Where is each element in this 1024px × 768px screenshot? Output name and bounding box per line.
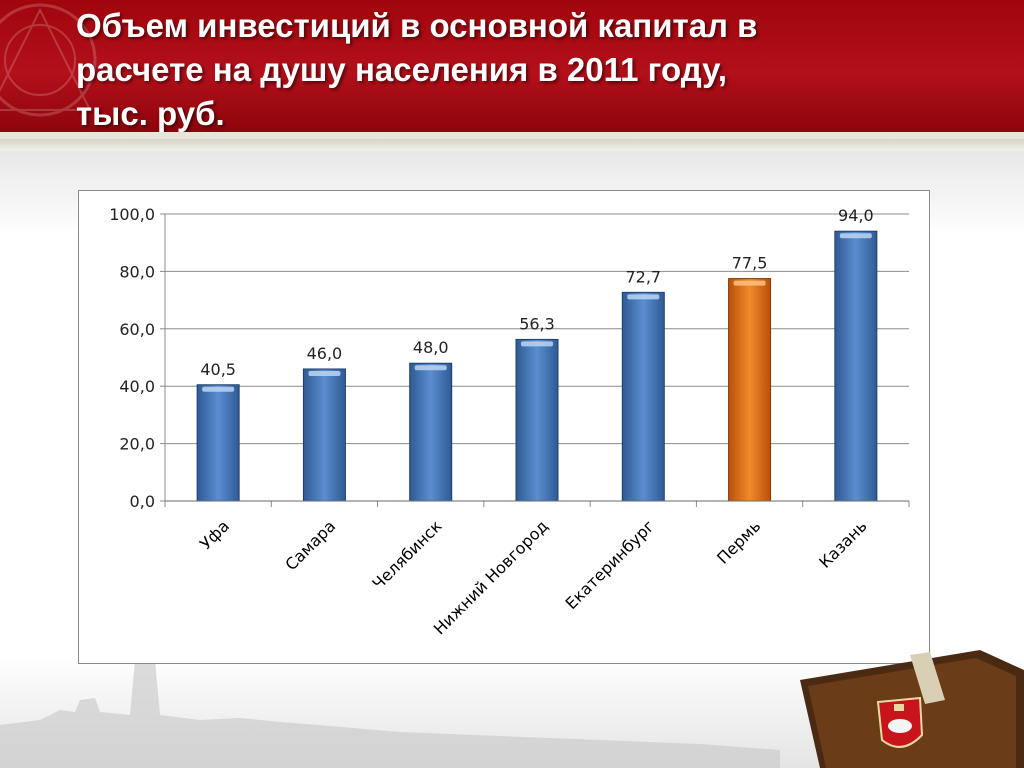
data-label: 46,0: [307, 344, 343, 363]
slide-title: Объем инвестиций в основной капитал в ра…: [76, 7, 758, 132]
x-tick-label: Пермь: [713, 516, 764, 567]
slide-header: Объем инвестиций в основной капитал в ра…: [0, 0, 1024, 132]
data-label: 40,5: [200, 360, 236, 379]
bar-highlight: [202, 386, 235, 392]
y-tick-label: 100,0: [109, 205, 155, 224]
data-label: 72,7: [625, 267, 661, 286]
bar-7: [834, 230, 878, 502]
ornament-watermark: [0, 3, 97, 117]
y-tick-label: 40,0: [119, 377, 155, 396]
data-label: 94,0: [838, 206, 874, 225]
bar-1: [196, 384, 240, 502]
x-tick-label: Казань: [815, 516, 870, 571]
bar-rect: [409, 362, 453, 502]
bar-highlight: [733, 280, 766, 286]
x-tick-label: Екатеринбург: [561, 516, 658, 613]
bar-4: [515, 338, 559, 502]
y-tick-label: 80,0: [119, 262, 155, 281]
bar-chart: 0,0 20,0 40,0 60,0 80,0 100,0 40,5 Уфа 46,0 Самар…: [78, 190, 930, 664]
bar-2: [302, 368, 346, 502]
data-label: 77,5: [732, 254, 768, 273]
bar-rect: [728, 278, 772, 502]
x-tick-label: Нижний Новгород: [430, 516, 552, 638]
header-divider: [0, 132, 1024, 139]
bar-rect: [834, 230, 878, 502]
bar-6: [728, 278, 772, 502]
y-tick-label: 0,0: [130, 492, 155, 511]
x-tick-label: Самара: [281, 516, 339, 574]
data-label: 56,3: [519, 314, 555, 333]
book-emblem-decoration: [800, 650, 1024, 768]
header-divider-shadow: [0, 139, 1024, 151]
bar-rect: [515, 338, 559, 502]
bar-rect: [302, 368, 346, 502]
y-tick-label: 60,0: [119, 320, 155, 339]
bar-highlight: [308, 370, 341, 376]
x-tick-label: Уфа: [196, 516, 233, 553]
bar-highlight: [627, 294, 660, 300]
x-tick-label: Челябинск: [369, 516, 446, 593]
bar-highlight: [839, 233, 872, 239]
city-silhouette: [0, 650, 780, 768]
perm-coat-of-arms-icon: [876, 696, 924, 748]
bar-5: [621, 291, 665, 502]
y-tick-label: 20,0: [119, 435, 155, 454]
data-label: 48,0: [413, 338, 449, 357]
bar-highlight: [521, 341, 553, 347]
bar-rect: [621, 291, 665, 502]
bar-rect: [196, 384, 240, 502]
chart-canvas: 0,0 20,0 40,0 60,0 80,0 100,0 40,5 Уфа 46,0 Самар…: [109, 205, 910, 638]
bar-highlight: [414, 365, 447, 371]
bar-3: [409, 362, 453, 502]
